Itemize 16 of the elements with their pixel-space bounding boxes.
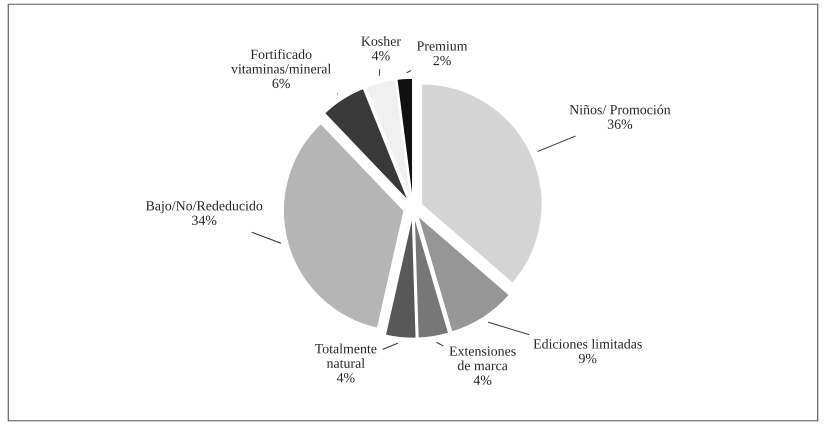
slice-label: Niños/ Promoción (570, 104, 670, 114)
data-label: 2% (433, 56, 451, 66)
data-label: 9% (578, 354, 597, 364)
slice-label: Totalmente natural (314, 344, 376, 368)
slice-label: Bajo/No/Rededucido (146, 200, 262, 214)
data-label: 4% (372, 51, 390, 60)
data-label: 4% (336, 373, 355, 382)
slice-label: Kosher (361, 36, 401, 46)
slice-label: Premium (417, 41, 468, 51)
data-label: 36% (608, 120, 632, 129)
data-label: 6% (272, 78, 290, 88)
slice-label: Fortificado vitaminas/mineral (231, 49, 332, 74)
slice-label: Ediciones limitadas (534, 338, 642, 349)
slice-label: Extensiones de marca (449, 346, 516, 370)
data-label: 4% (474, 375, 492, 385)
data-label: 34% (192, 216, 216, 226)
